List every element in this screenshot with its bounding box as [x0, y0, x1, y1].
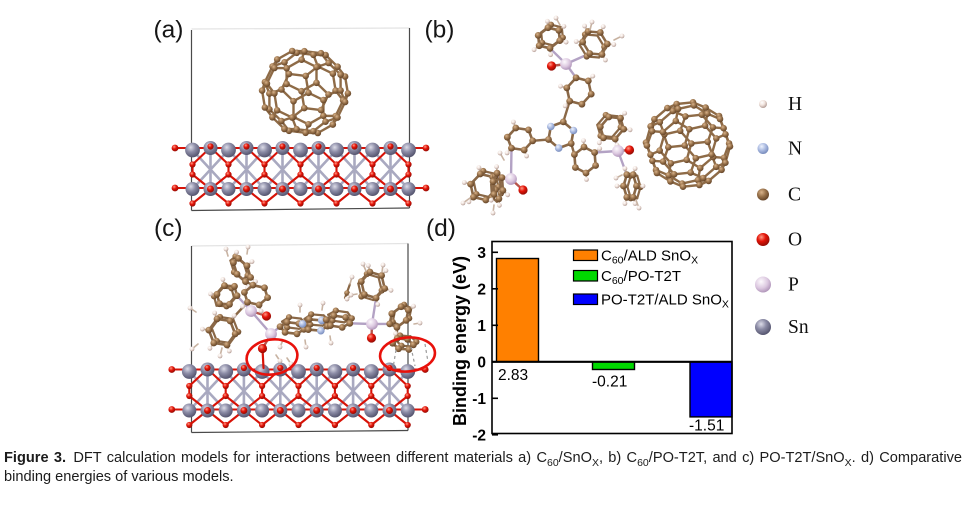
svg-text:P: P: [788, 274, 799, 295]
svg-text:H: H: [788, 94, 802, 115]
svg-text:-1.51: -1.51: [689, 418, 724, 435]
svg-text:PO-T2T/ALD SnOX: PO-T2T/ALD SnOX: [601, 292, 729, 311]
svg-text:(d): (d): [426, 215, 456, 242]
svg-text:C: C: [788, 184, 801, 205]
svg-text:(b): (b): [425, 17, 455, 44]
svg-text:N: N: [788, 138, 802, 159]
svg-text:O: O: [788, 229, 802, 250]
svg-text:2.83: 2.83: [498, 367, 528, 384]
svg-text:-2: -2: [472, 427, 486, 444]
svg-text:Binding energy (eV): Binding energy (eV): [450, 256, 470, 426]
svg-text:2: 2: [477, 281, 486, 298]
svg-text:(a): (a): [154, 17, 184, 44]
svg-text:C60/ALD SnOX: C60/ALD SnOX: [601, 247, 698, 266]
svg-text:3: 3: [477, 245, 486, 262]
svg-text:C60/PO-T2T: C60/PO-T2T: [601, 268, 681, 287]
svg-text:-0.21: -0.21: [592, 374, 627, 391]
svg-text:Sn: Sn: [788, 317, 809, 338]
svg-text:-1: -1: [472, 391, 486, 408]
svg-text:0: 0: [477, 354, 486, 371]
svg-text:(c): (c): [154, 215, 183, 242]
svg-text:1: 1: [477, 318, 486, 335]
